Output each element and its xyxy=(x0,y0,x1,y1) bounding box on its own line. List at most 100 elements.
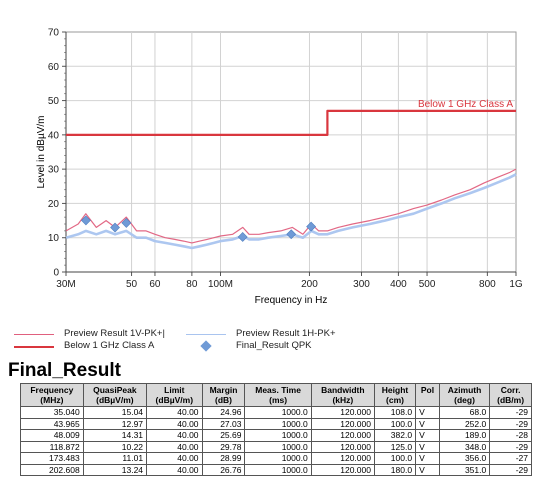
table-cell: 348.0 xyxy=(438,440,491,453)
table-cell: 40.00 xyxy=(146,406,203,419)
table-cell: -29 xyxy=(489,440,532,453)
table-cell: 68.0 xyxy=(438,406,491,419)
table-cell: 120.000 xyxy=(310,417,375,430)
column-header-unit: (ms) xyxy=(269,395,288,405)
x-tick-label-800: 800 xyxy=(479,279,496,290)
x-tick-label-30: 30M xyxy=(56,279,75,290)
table-row: 118.872 10.22 40.00 29.78 1000.0 120.000 125.0… xyxy=(20,440,532,453)
y-tick-label-20: 20 xyxy=(48,199,60,210)
column-header-title: Pol xyxy=(420,385,435,395)
legend-swatch-qpk-diamond-icon xyxy=(200,340,212,352)
x-tick-label-200: 200 xyxy=(301,279,318,290)
table-cell: 120.000 xyxy=(310,406,375,419)
column-header-title: Limit xyxy=(164,385,185,395)
table-cell: -27 xyxy=(489,452,532,465)
table-cell: V xyxy=(415,463,440,476)
table-row: 202.608 13.24 40.00 26.76 1000.0 120.000 180.0… xyxy=(20,463,532,476)
table-cell: 24.96 xyxy=(201,406,246,419)
column-header: Bandwidth (kHz) xyxy=(310,383,375,407)
column-header: Pol xyxy=(415,383,440,407)
column-header-unit: (dBµV/m) xyxy=(96,395,134,405)
column-header-unit: (cm) xyxy=(386,395,404,405)
table-cell: V xyxy=(415,417,440,430)
table-cell: 356.0 xyxy=(438,452,491,465)
y-tick-label-0: 0 xyxy=(53,268,59,279)
table-cell: 1000.0 xyxy=(244,429,312,442)
column-header-title: Frequency xyxy=(30,385,74,395)
table-cell: -29 xyxy=(489,463,532,476)
x-axis-label: Frequency in Hz xyxy=(255,295,328,306)
table-cell: 43.965 xyxy=(20,417,84,430)
table-cell: 40.00 xyxy=(146,429,203,442)
table-cell: 29.78 xyxy=(201,440,246,453)
table-cell: 48.009 xyxy=(20,429,84,442)
table-cell: 40.00 xyxy=(146,452,203,465)
column-header-title: Bandwidth xyxy=(321,385,365,395)
column-header-unit: (dB/m) xyxy=(497,395,525,405)
table-cell: V xyxy=(415,406,440,419)
table-cell: 14.31 xyxy=(82,429,148,442)
column-header: Azimuth (deg) xyxy=(438,383,491,407)
table-cell: 1000.0 xyxy=(244,440,312,453)
table-row: 43.965 12.97 40.00 27.03 1000.0 120.000 100.0 V… xyxy=(20,417,532,430)
table-cell: 189.0 xyxy=(438,429,491,442)
column-header: Corr. (dB/m) xyxy=(489,383,532,407)
x-tick-label-50: 50 xyxy=(126,279,138,290)
column-header-title: Meas. Time xyxy=(255,385,301,395)
table-row: 48.009 14.31 40.00 25.69 1000.0 120.000 382.0 V… xyxy=(20,429,532,442)
series-line-2 xyxy=(66,109,516,136)
table-cell: 125.0 xyxy=(373,440,417,453)
legend-item-limit: Below 1 GHz Class A xyxy=(64,340,155,351)
table-cell: 40.00 xyxy=(146,463,203,476)
table-cell: 26.76 xyxy=(201,463,246,476)
legend-swatch-limit xyxy=(14,346,54,348)
table-cell: 10.22 xyxy=(82,440,148,453)
final-result-table: Frequency (MHz) QuasiPeak (dBµV/m) Limit (dBµ… xyxy=(20,383,532,476)
table-body: 35.040 15.04 40.00 24.96 1000.0 120.000 108.0 V… xyxy=(20,406,532,476)
table-cell: 118.872 xyxy=(20,440,84,453)
table-cell: 382.0 xyxy=(373,429,417,442)
table-cell: 173.483 xyxy=(20,452,84,465)
series-line-0 xyxy=(65,168,517,244)
table-cell: 252.0 xyxy=(438,417,491,430)
table-cell: -28 xyxy=(489,429,532,442)
table-cell: -29 xyxy=(489,406,532,419)
column-header: Frequency (MHz) xyxy=(20,383,84,407)
axes: 0 10 20 30 40 50 60 70 30M 50 60 80 100M 200 300 400 500… xyxy=(48,28,523,291)
table-cell: 13.24 xyxy=(82,463,148,476)
x-tick-label-300: 300 xyxy=(353,279,370,290)
table-cell: 27.03 xyxy=(201,417,246,430)
legend-item-1v-pk: Preview Result 1V-PK+| xyxy=(64,328,165,339)
table-cell: 28.99 xyxy=(201,452,246,465)
x-tick-label-1000: 1G xyxy=(509,279,523,290)
y-tick-label-40: 40 xyxy=(48,130,60,141)
table-cell: 120.000 xyxy=(310,463,375,476)
chart-legend: Preview Result 1V-PK+| Below 1 GHz Class… xyxy=(0,326,551,360)
table-cell: 1000.0 xyxy=(244,406,312,419)
table-cell: 100.0 xyxy=(373,417,417,430)
table-cell: 202.608 xyxy=(20,463,84,476)
table-row: 35.040 15.04 40.00 24.96 1000.0 120.000 108.0 V… xyxy=(20,406,532,419)
qpk-marker-4 xyxy=(286,229,297,240)
legend-swatch-1v-pk xyxy=(14,334,54,335)
x-tick-label-100: 100M xyxy=(208,279,233,290)
legend-item-1h-pk: Preview Result 1H-PK+ xyxy=(236,328,336,339)
final-result-title: Final_Result xyxy=(8,360,121,381)
y-tick-label-10: 10 xyxy=(48,233,60,244)
table-cell: 180.0 xyxy=(373,463,417,476)
y-tick-label-30: 30 xyxy=(48,165,60,176)
qpk-marker-1 xyxy=(110,222,120,233)
column-header-unit: (kHz) xyxy=(332,395,354,405)
table-cell: 1000.0 xyxy=(244,463,312,476)
table-cell: -29 xyxy=(489,417,532,430)
column-header-title: Margin xyxy=(209,385,238,395)
limit-label: Below 1 GHz Class A xyxy=(418,99,513,110)
table-cell: 40.00 xyxy=(146,417,203,430)
y-tick-label-50: 50 xyxy=(48,96,60,107)
table-cell: V xyxy=(415,440,440,453)
y-axis-label: Level in dBµV/m xyxy=(36,115,47,188)
column-header: Limit (dBµV/m) xyxy=(146,383,203,407)
x-tick-label-500: 500 xyxy=(419,279,436,290)
table-row: 173.483 11.01 40.00 28.99 1000.0 120.000 100.0… xyxy=(20,452,532,465)
x-tick-label-80: 80 xyxy=(186,279,198,290)
